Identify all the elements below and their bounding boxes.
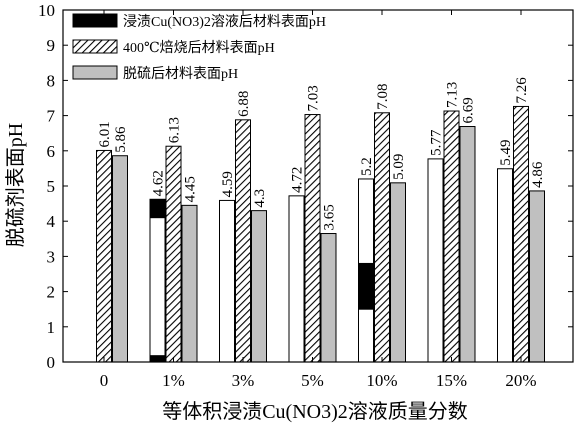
data-label-calcined-20pct: 7.26 (514, 77, 530, 104)
bar-desulfurized-5pct (320, 233, 337, 363)
data-label-desulfurized-20pct: 4.86 (530, 161, 546, 188)
y-tick-label-3: 3 (47, 247, 56, 266)
legend-label-desulfurized: 脱硫后材料表面pH (123, 66, 238, 82)
y-tick-label-8: 8 (47, 71, 56, 90)
bar-calcined-3pct (235, 119, 251, 363)
data-label-calcined-10pct: 7.08 (375, 84, 391, 110)
x-tick-label-20pct: 20% (505, 371, 536, 390)
y-tick-label-2: 2 (47, 283, 56, 302)
legend: 浸渍Cu(NO3)2溶液后材料表面pH 400℃焙烧后材料表面pH 脱硫后材料表… (72, 13, 326, 82)
data-label-calcined-3pct: 6.88 (236, 91, 252, 117)
bar-impregnated-20pct (497, 168, 513, 363)
x-tick-label-10pct: 10% (366, 371, 397, 390)
x-tick-label-0: 0 (100, 371, 109, 390)
legend-swatch-desulfurized (72, 65, 118, 80)
bar-desulfurized-20pct (529, 190, 545, 363)
data-label-impregnated-10pct: 5.2 (359, 157, 375, 176)
bar-marker-1pct-0 (149, 198, 166, 219)
data-label-calcined-15pct: 7.13 (445, 82, 461, 108)
y-tick-label-7: 7 (47, 107, 56, 126)
bar-impregnated-1pct (149, 198, 166, 363)
axis-ticks-layer: 0 1 2 3 4 5 6 7 8 9 10 0 1% 3% 5% 10% 15% 20% (38, 1, 573, 390)
legend-label-calcined: 400℃焙烧后材料表面pH (123, 40, 275, 56)
data-label-impregnated-3pct: 4.59 (220, 171, 236, 197)
bar-calcined-0 (96, 149, 112, 363)
data-labels-layer: 4.62 4.59 4.72 5.2 5.77 5.49 6.01 6.13 6.88 7.03 7… (97, 77, 546, 231)
y-tick-label-1: 1 (47, 318, 56, 337)
bar-desulfurized-1pct (181, 204, 198, 363)
bars-layer (96, 105, 545, 363)
data-label-desulfurized-0: 5.86 (113, 126, 129, 153)
legend-swatch-calcined (72, 39, 118, 54)
bar-marker-1pct-1 (149, 355, 166, 363)
bar-calcined-15pct (443, 110, 460, 363)
y-tick-label-6: 6 (47, 142, 56, 161)
bar-calcined-10pct (374, 112, 390, 363)
bar-calcined-20pct (513, 105, 529, 363)
y-tick-label-5: 5 (47, 177, 56, 196)
y-tick-label-10: 10 (38, 1, 55, 20)
bar-impregnated-3pct (219, 199, 235, 363)
y-tick-label-4: 4 (47, 212, 56, 231)
bar-desulfurized-0 (112, 155, 128, 363)
x-tick-label-15pct: 15% (436, 371, 467, 390)
bar-impregnated-5pct (288, 195, 305, 363)
data-label-calcined-0: 6.01 (97, 121, 113, 147)
y-axis-title: 脱硫剂表面pH (4, 123, 27, 247)
x-axis-title: 等体积浸渍Cu(NO3)2溶液质量分数 (162, 400, 468, 423)
data-label-impregnated-20pct: 5.49 (498, 140, 514, 166)
x-tick-label-5pct: 5% (301, 371, 324, 390)
data-label-impregnated-5pct: 4.72 (290, 167, 306, 193)
bar-desulfurized-10pct (390, 182, 406, 363)
data-label-desulfurized-5pct: 3.65 (322, 204, 338, 230)
bar-impregnated-15pct (427, 158, 444, 363)
y-tick-label-0: 0 (47, 353, 56, 372)
y-tick-label-9: 9 (47, 36, 56, 55)
data-label-calcined-5pct: 7.03 (306, 85, 322, 111)
x-tick-label-1pct: 1% (162, 371, 185, 390)
bar-marker-10pct-2 (358, 262, 374, 310)
x-tick-label-3pct: 3% (232, 371, 255, 390)
bar-calcined-1pct (165, 145, 182, 363)
data-label-desulfurized-3pct: 4.3 (252, 189, 268, 208)
data-label-impregnated-1pct: 4.62 (151, 170, 167, 196)
legend-swatch-impregnated (72, 13, 118, 28)
data-label-desulfurized-1pct: 4.45 (183, 176, 199, 202)
data-label-calcined-1pct: 6.13 (167, 117, 183, 143)
bar-desulfurized-3pct (251, 210, 267, 363)
legend-label-impregnated: 浸渍Cu(NO3)2溶液后材料表面pH (123, 14, 326, 30)
data-label-impregnated-15pct: 5.77 (429, 129, 445, 156)
bar-desulfurized-15pct (459, 126, 476, 363)
data-label-desulfurized-10pct: 5.09 (391, 154, 407, 180)
data-label-desulfurized-15pct: 6.69 (461, 97, 477, 123)
bar-calcined-5pct (304, 114, 321, 363)
